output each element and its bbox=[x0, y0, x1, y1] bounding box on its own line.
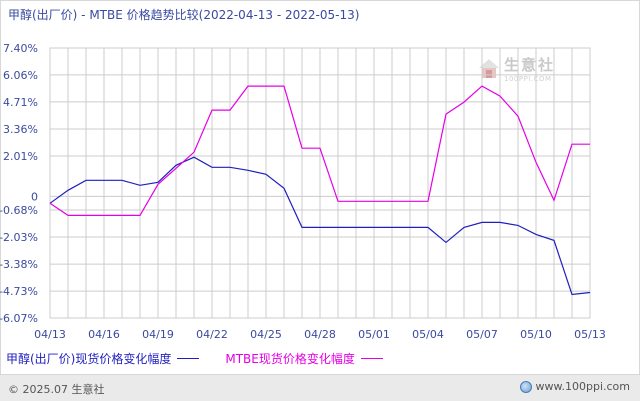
legend-label-series-1: 甲醇(出厂价)现货价格变化幅度 bbox=[6, 352, 172, 366]
x-tick-label: 05/01 bbox=[358, 328, 390, 341]
footer-bar: © 2025.07 生意社 www.100ppi.com bbox=[0, 374, 640, 401]
chart-title: 甲醇(出厂价) - MTBE 价格趋势比较(2022-04-13 - 2022-… bbox=[8, 8, 360, 22]
y-tick-label: 3.36% bbox=[3, 123, 38, 136]
legend: 甲醇(出厂价)现货价格变化幅度 MTBE现货价格变化幅度 bbox=[6, 350, 409, 367]
series-line-1 bbox=[49, 156, 591, 296]
x-tick-label: 04/28 bbox=[304, 328, 336, 341]
y-tick-label: -6.07% bbox=[0, 312, 38, 325]
source-link[interactable]: www.100ppi.com bbox=[519, 380, 630, 393]
series-line-2 bbox=[49, 85, 590, 216]
globe-icon bbox=[519, 380, 532, 393]
x-tick-label: 05/13 bbox=[574, 328, 606, 341]
x-tick-label: 05/10 bbox=[520, 328, 552, 341]
x-tick-label: 04/13 bbox=[34, 328, 66, 341]
y-tick-label: 4.71% bbox=[3, 96, 38, 109]
source-url-text[interactable]: www.100ppi.com bbox=[535, 380, 630, 393]
x-tick-label: 04/22 bbox=[196, 328, 228, 341]
y-tick-label: -3.38% bbox=[0, 258, 38, 271]
x-tick-label: 05/04 bbox=[412, 328, 444, 341]
copyright-text: © 2025.07 生意社 bbox=[8, 383, 105, 396]
watermark-logo-icon bbox=[479, 58, 499, 78]
legend-label-series-2: MTBE现货价格变化幅度 bbox=[225, 352, 355, 366]
y-tick-label: 7.40% bbox=[3, 42, 38, 55]
y-tick-label: 2.01% bbox=[3, 150, 38, 163]
x-tick-label: 04/16 bbox=[88, 328, 120, 341]
x-tick-label: 05/07 bbox=[466, 328, 498, 341]
watermark-url: 100PPI.COM bbox=[504, 75, 552, 83]
y-tick-label: -0.68% bbox=[0, 204, 38, 217]
legend-item-series-1: 甲醇(出厂价)现货价格变化幅度 bbox=[6, 350, 200, 367]
legend-swatch-series-1 bbox=[177, 358, 200, 359]
watermark: 生意社 100PPI.COM bbox=[478, 54, 555, 83]
y-tick-label: 0 bbox=[31, 190, 38, 203]
legend-swatch-series-2 bbox=[360, 358, 383, 359]
y-tick-label: -2.03% bbox=[0, 231, 38, 244]
watermark-name: 生意社 bbox=[504, 56, 556, 74]
x-tick-label: 04/19 bbox=[142, 328, 174, 341]
x-tick-label: 04/25 bbox=[250, 328, 282, 341]
y-tick-label: -4.73% bbox=[0, 285, 38, 298]
legend-item-series-2: MTBE现货价格变化幅度 bbox=[225, 350, 383, 367]
y-tick-label: 6.06% bbox=[3, 69, 38, 82]
